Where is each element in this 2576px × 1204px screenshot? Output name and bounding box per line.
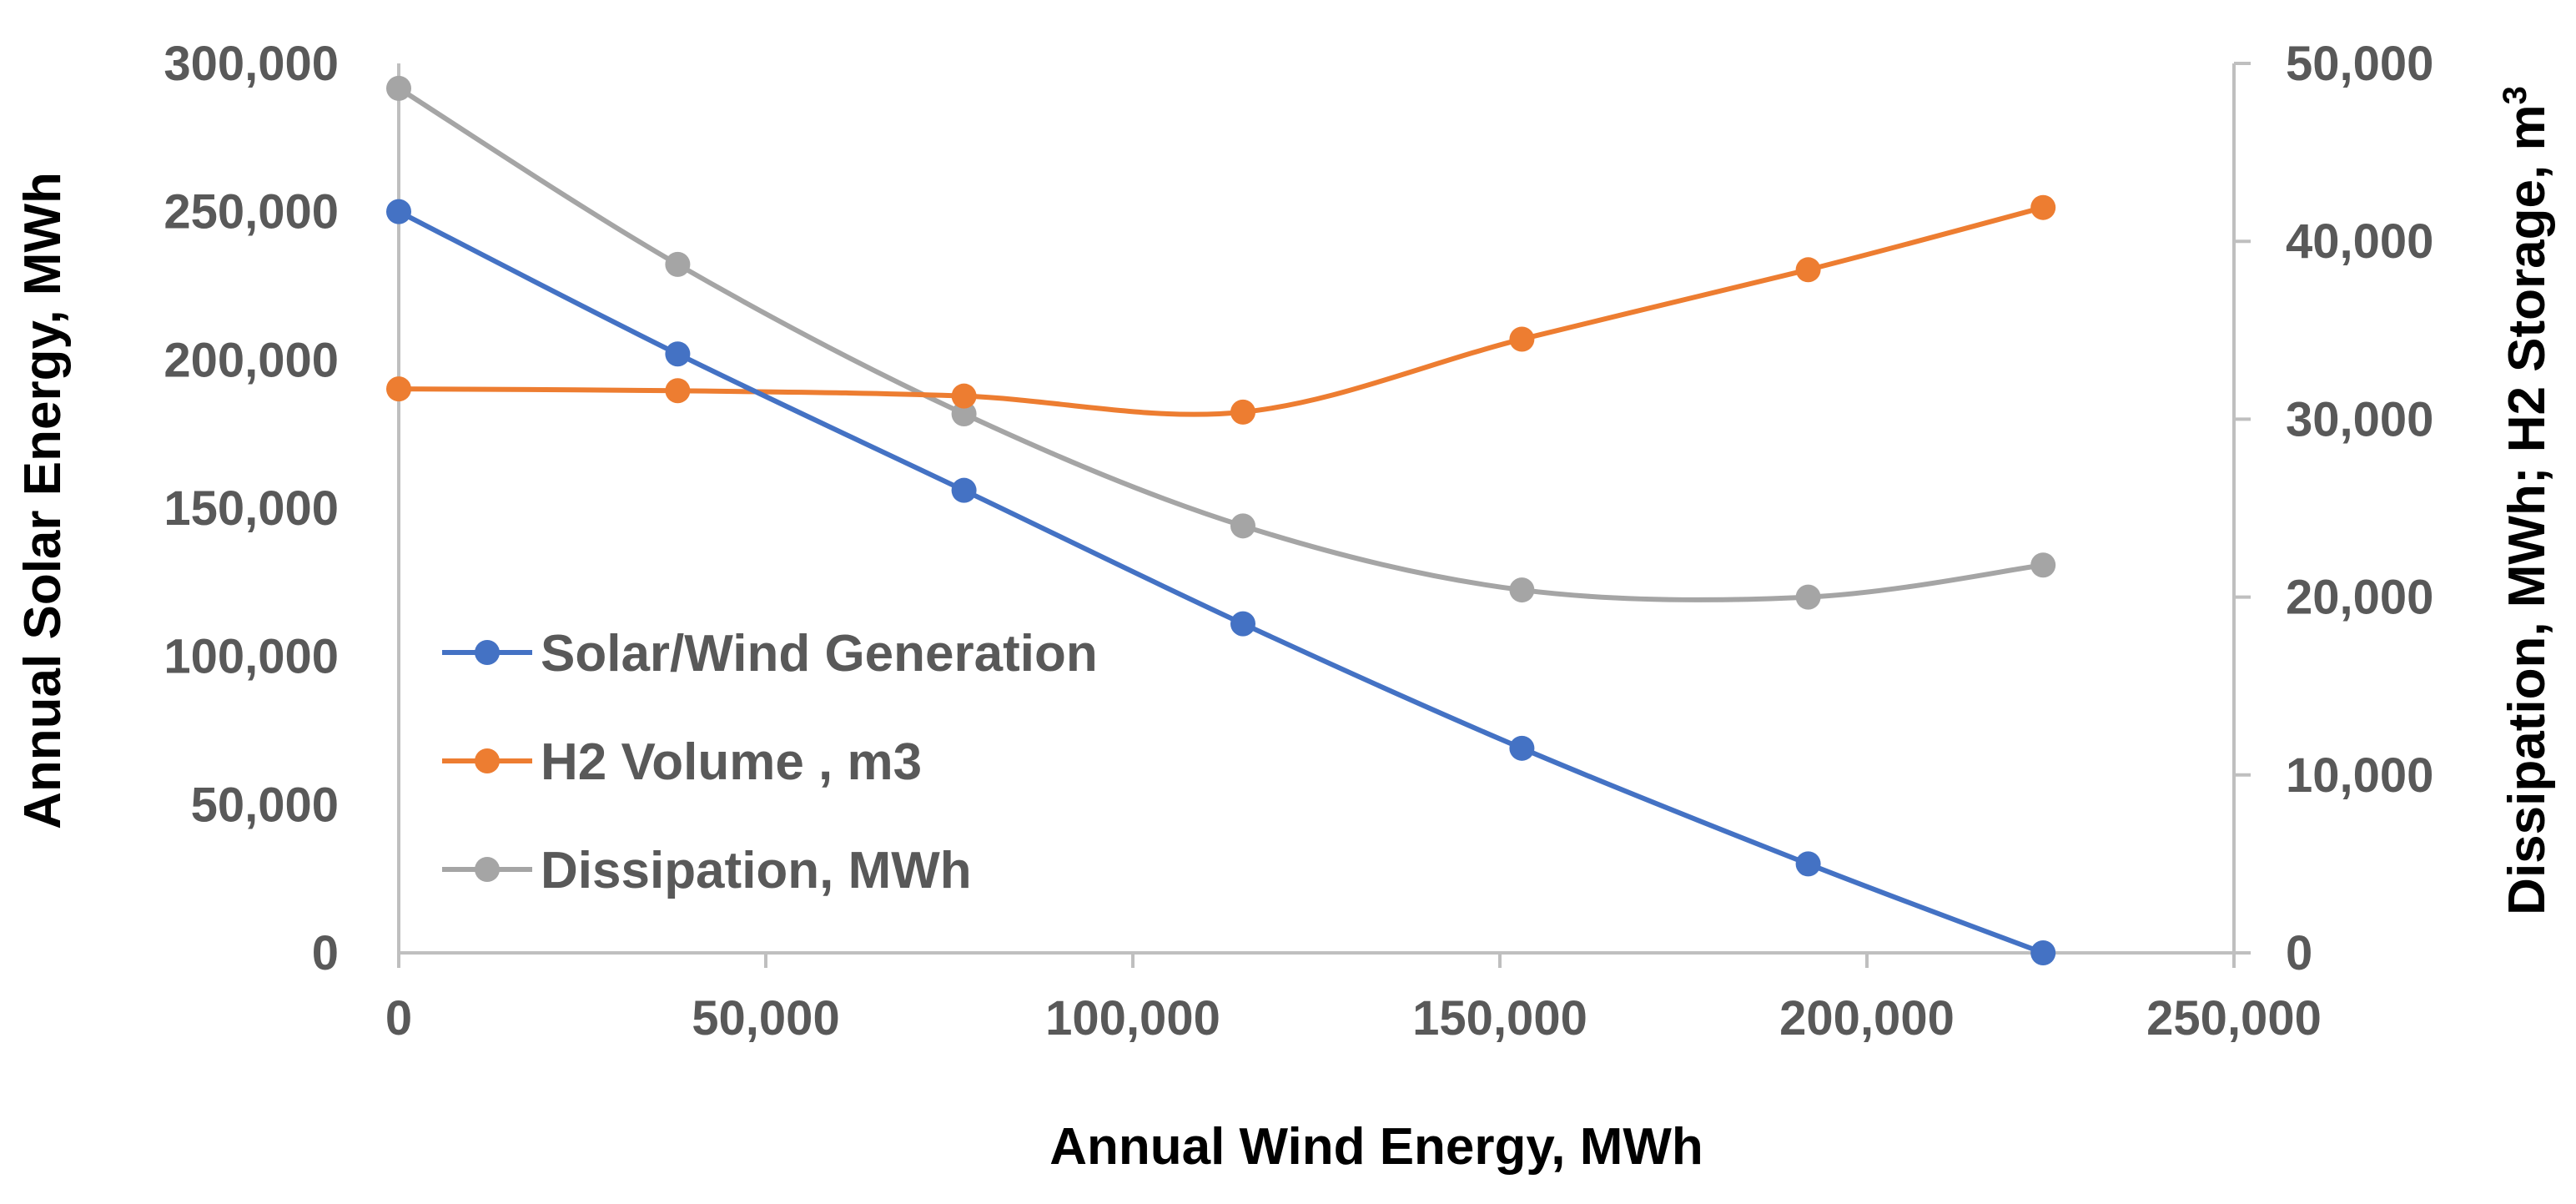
y-right-tick-label: 40,000 [2286, 214, 2433, 269]
data-point [386, 75, 411, 101]
data-point [951, 477, 977, 503]
axis-titles: Annual Wind Energy, MWh Annual Solar Ene… [14, 86, 2556, 1176]
data-point [1230, 513, 1255, 539]
legend-marker [475, 748, 500, 773]
y-right-tick-label: 0 [2286, 926, 2312, 980]
legend-label: H2 Volume , m3 [541, 733, 922, 791]
y-left-tick-label: 150,000 [164, 481, 339, 536]
x-tick-label: 0 [385, 991, 412, 1045]
x-tick-label: 150,000 [1412, 991, 1587, 1045]
data-point [2030, 194, 2056, 220]
x-tick-label: 250,000 [2146, 991, 2322, 1045]
y-left-tick-label: 300,000 [164, 37, 339, 91]
data-point [2030, 940, 2056, 965]
data-point [1230, 611, 1255, 637]
data-point [665, 378, 691, 404]
data-point [665, 251, 691, 277]
series-lines [386, 75, 2056, 965]
data-point [1230, 399, 1255, 425]
legend-item: Solar/Wind Generation [442, 625, 1098, 683]
y-left-tick-label: 250,000 [164, 185, 339, 239]
legend: Solar/Wind Generation H2 Volume , m3 Dissi… [442, 625, 1098, 899]
y-axis-right-title-main: Dissipation, MWh; H2 Storage, m [2498, 104, 2556, 914]
series-line [396, 85, 2046, 602]
data-point [1795, 257, 1821, 283]
data-point [1509, 326, 1535, 352]
legend-label: Dissipation, MWh [541, 842, 972, 899]
y-axis-left-title: Annual Solar Energy, MWh [14, 172, 72, 829]
data-point [1509, 735, 1535, 761]
series-line [396, 204, 2046, 417]
data-point [665, 341, 691, 367]
x-tick-label: 100,000 [1045, 991, 1220, 1045]
y-right-tick-label: 10,000 [2286, 748, 2433, 803]
data-point [1795, 851, 1821, 877]
y-axis-right-title: Dissipation, MWh; H2 Storage, m3 [2497, 86, 2556, 915]
legend-item: H2 Volume , m3 [442, 733, 922, 791]
data-point [1509, 577, 1535, 603]
y-right-tick-label: 30,000 [2286, 392, 2433, 446]
series-1 [386, 194, 2056, 425]
legend-item: Dissipation, MWh [442, 842, 972, 899]
y-left-tick-label: 200,000 [164, 333, 339, 387]
data-point [386, 376, 411, 402]
data-point [951, 383, 977, 409]
data-point [1795, 584, 1821, 610]
y-right-tick-label: 50,000 [2286, 37, 2433, 91]
x-tick-label: 200,000 [1779, 991, 1955, 1045]
series-0 [386, 199, 2056, 965]
axes: 0 50,000 100,000 150,000 200,000 250,000 0 50,0… [164, 37, 2433, 1045]
legend-label: Solar/Wind Generation [541, 625, 1098, 683]
y-right-tick-label: 20,000 [2286, 571, 2433, 625]
x-axis-title: Annual Wind Energy, MWh [1049, 1118, 1703, 1176]
x-tick-label: 50,000 [692, 991, 839, 1045]
data-point [386, 199, 411, 224]
legend-marker [475, 857, 500, 882]
data-point [951, 401, 977, 427]
y-axis-right-title-superscript: 3 [2497, 86, 2533, 104]
data-point [2030, 552, 2056, 578]
y-left-tick-label: 0 [312, 926, 339, 980]
y-left-tick-label: 50,000 [191, 778, 339, 832]
series-2 [386, 75, 2056, 610]
y-left-tick-label: 100,000 [164, 630, 339, 684]
legend-marker [475, 640, 500, 665]
